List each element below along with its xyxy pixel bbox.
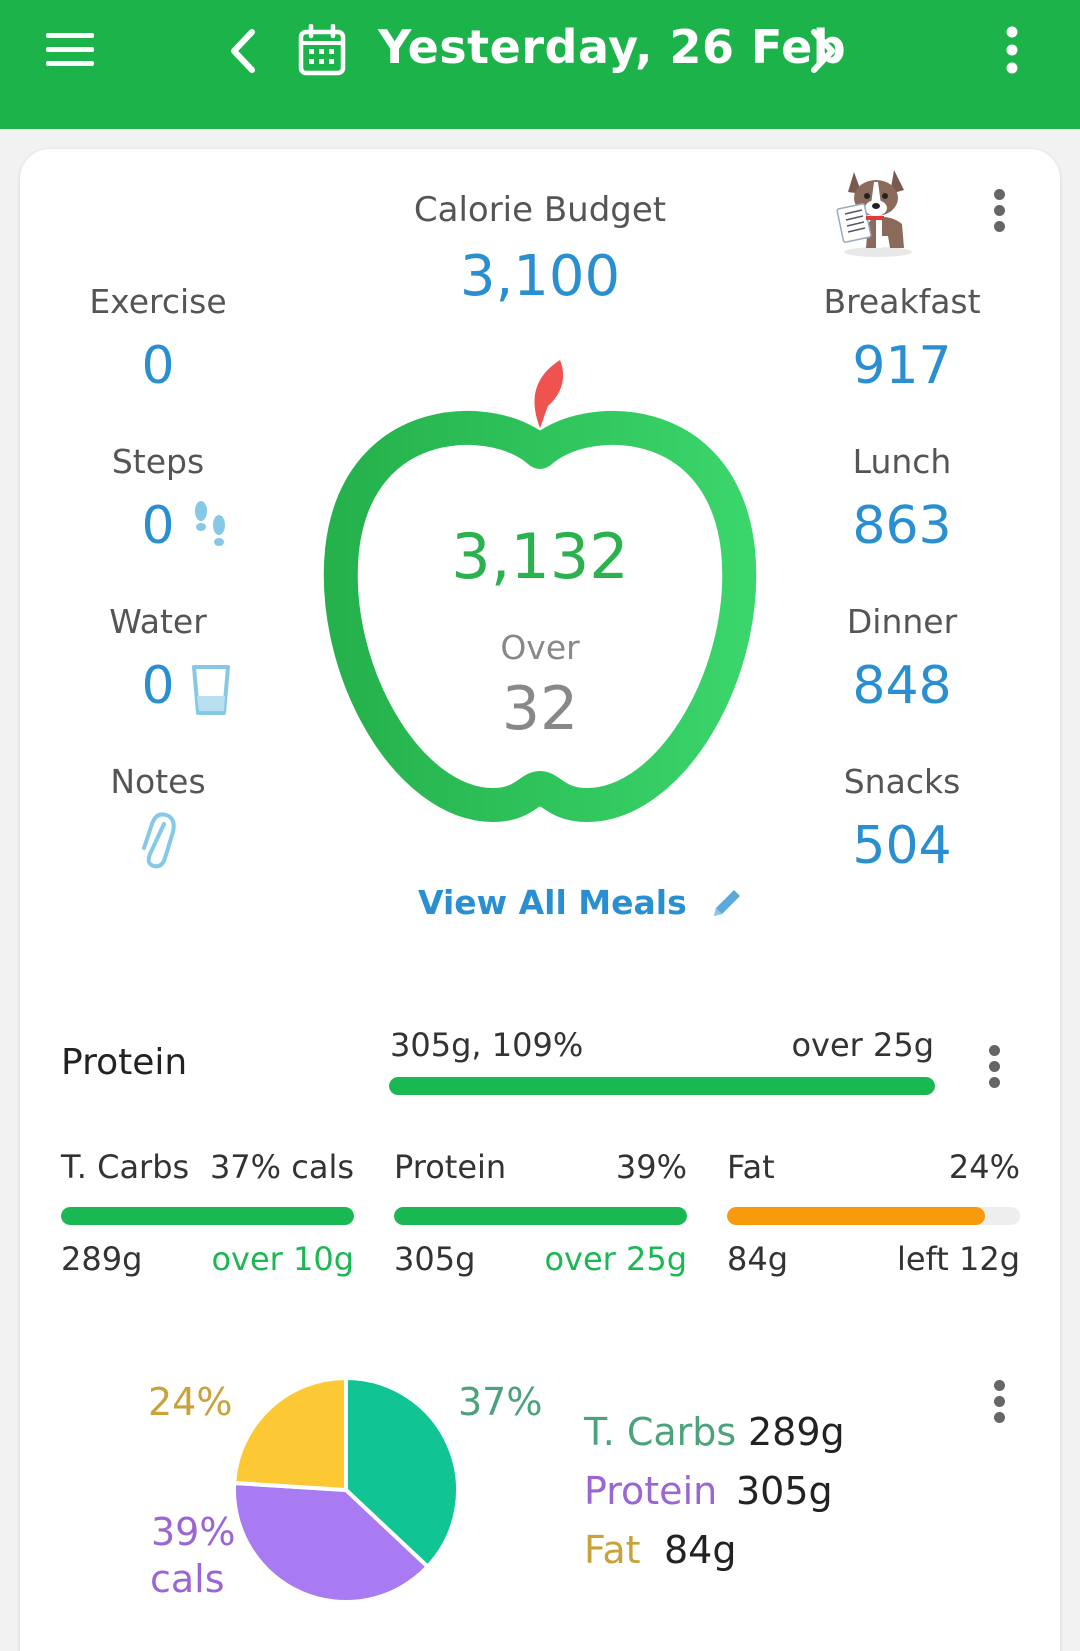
protein-goal-bar-fill: [389, 1077, 935, 1095]
pie-label-fat: 24%: [148, 1380, 233, 1424]
date-title[interactable]: Yesterday, 26 Feb: [378, 20, 847, 74]
water-value[interactable]: 0: [141, 656, 175, 716]
legend-carbs-name: T. Carbs: [584, 1410, 737, 1454]
carbs-status: over 10g: [211, 1240, 354, 1278]
calories-consumed: 3,132: [451, 520, 629, 593]
status-value: 32: [501, 674, 579, 744]
pie-slice-protein: [232, 1480, 431, 1604]
fat-status: left 12g: [896, 1240, 1020, 1278]
protein-status: over 25g: [544, 1240, 687, 1278]
carbs-bar: [61, 1207, 354, 1225]
legend-carbs-value: 289g: [748, 1410, 845, 1454]
snacks-value[interactable]: 504: [852, 816, 952, 876]
protein-goal-bar: [389, 1077, 935, 1095]
fat-name: Fat: [727, 1148, 775, 1186]
macro-pie-chart: [232, 1375, 460, 1604]
more-vert-icon[interactable]: [1002, 26, 1022, 74]
protein-grams: 305g: [394, 1240, 476, 1278]
pie-slice-t-carbs: [344, 1375, 460, 1570]
app-bar: Yesterday, 26 Feb: [0, 0, 1080, 129]
protein-goal-status: over 25g: [791, 1026, 934, 1064]
water-label: Water: [109, 602, 207, 641]
fat-bar: [727, 1207, 1020, 1225]
water-glass-icon[interactable]: [191, 664, 231, 716]
notes-label: Notes: [110, 762, 206, 801]
edit-pencil-icon[interactable]: [710, 886, 744, 920]
pie-slice-fat: [232, 1375, 348, 1493]
steps-label: Steps: [111, 442, 205, 481]
view-all-meals-link[interactable]: View All Meals: [418, 883, 687, 922]
protein-goal-label: Protein: [61, 1042, 188, 1083]
breakfast-label: Breakfast: [823, 282, 981, 321]
calendar-icon[interactable]: [298, 24, 346, 76]
menu-icon[interactable]: [44, 30, 96, 70]
carbs-pct: 37% cals: [209, 1148, 354, 1186]
footsteps-icon[interactable]: [191, 499, 231, 553]
protein-menu-icon[interactable]: [989, 1045, 1001, 1093]
calorie-budget-label: Calorie Budget: [413, 190, 667, 230]
exercise-value[interactable]: 0: [141, 336, 175, 396]
pie-label-protein: 39%: [151, 1510, 236, 1554]
status-label: Over: [500, 628, 580, 667]
pie-menu-icon[interactable]: [994, 1380, 1006, 1428]
pie-label-carbs: 37%: [458, 1380, 543, 1424]
fat-grams: 84g: [727, 1240, 789, 1278]
legend-protein-value: 305g: [736, 1469, 833, 1513]
lunch-label: Lunch: [852, 442, 952, 481]
paperclip-icon[interactable]: [140, 812, 176, 870]
apple-progress-icon: [323, 360, 757, 822]
legend-protein-name: Protein: [584, 1469, 718, 1513]
dog-mascot-icon[interactable]: [832, 162, 918, 258]
legend-fat-name: Fat: [584, 1528, 641, 1572]
fat-pct: 24%: [948, 1148, 1020, 1186]
chevron-left-icon[interactable]: [226, 28, 260, 74]
protein-bar: [394, 1207, 687, 1225]
dinner-label: Dinner: [846, 602, 958, 641]
card-menu-icon[interactable]: [994, 189, 1006, 237]
steps-value[interactable]: 0: [141, 496, 175, 556]
protein-pct: 39%: [615, 1148, 687, 1186]
protein-goal-amount: 305g, 109%: [390, 1026, 584, 1064]
fat-bar-fill: [727, 1207, 985, 1225]
carbs-bar-fill: [61, 1207, 354, 1225]
exercise-label: Exercise: [89, 282, 227, 321]
pie-label-protein-cals: cals: [150, 1557, 225, 1601]
protein-name: Protein: [394, 1148, 507, 1186]
protein-bar-fill: [394, 1207, 687, 1225]
carbs-grams: 289g: [61, 1240, 143, 1278]
carbs-name: T. Carbs: [61, 1148, 190, 1186]
calorie-budget-value[interactable]: 3,100: [459, 244, 621, 309]
snacks-label: Snacks: [843, 762, 961, 801]
legend-fat-value: 84g: [664, 1528, 737, 1572]
chevron-right-icon[interactable]: [806, 28, 840, 74]
dinner-value[interactable]: 848: [852, 656, 952, 716]
lunch-value[interactable]: 863: [852, 496, 952, 556]
breakfast-value[interactable]: 917: [852, 336, 952, 396]
